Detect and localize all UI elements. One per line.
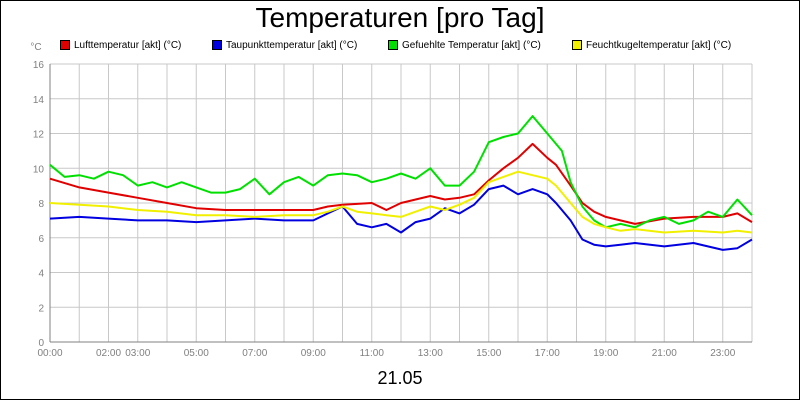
y-tick-label: 2 — [38, 303, 44, 314]
y-tick-label: 6 — [38, 234, 44, 245]
x-tick-label: 07:00 — [242, 348, 267, 359]
y-tick-label: 14 — [33, 95, 45, 106]
legend-item-feuchtkugeltemperatur: Feuchtkugeltemperatur [akt] (°C) — [572, 38, 731, 52]
y-axis-unit: °C — [30, 42, 41, 53]
legend-swatch-feuchtkugeltemperatur — [572, 40, 582, 50]
legend-label-lufttemperatur: Lufttemperatur [akt] (°C) — [74, 39, 182, 51]
axis-layer: 0 2 4 6 8 10 12 14 16 °C 00:00 02:00 03:00 05:00 07:00… — [30, 42, 752, 359]
x-tick-label: 15:00 — [476, 348, 501, 359]
legend-item-taupunkttemperatur: Taupunkttemperatur [akt] (°C) — [212, 38, 357, 52]
series-line-0 — [49, 142, 753, 225]
y-tick-label: 0 — [38, 338, 44, 349]
y-tick-label: 8 — [38, 199, 44, 210]
legend-item-gefuehlte-temperatur: Gefuehlte Temperatur [akt] (°C) — [388, 38, 541, 52]
x-tick-label: 11:00 — [360, 348, 385, 359]
y-tick-label: 4 — [38, 269, 44, 280]
x-axis-label: 21.05 — [377, 368, 423, 388]
series-line-2 — [49, 115, 753, 229]
y-tick-label: 12 — [33, 130, 45, 141]
legend-label-taupunkttemperatur: Taupunkttemperatur [akt] (°C) — [226, 39, 358, 51]
x-tick-label: 09:00 — [301, 348, 326, 359]
legend-swatch-gefuehlte-temperatur — [388, 40, 398, 50]
x-tick-label: 17:00 — [535, 348, 560, 359]
x-tick-label: 05:00 — [184, 348, 209, 359]
legend-swatch-taupunkttemperatur — [212, 40, 222, 50]
x-tick-label: 23:00 — [710, 348, 735, 359]
x-tick-label: 19:00 — [593, 348, 618, 359]
x-tick-label: 21:00 — [652, 348, 677, 359]
x-tick-label: 03:00 — [125, 348, 150, 359]
x-tick-label: 00:00 — [37, 348, 62, 359]
x-tick-label: 02:00 — [96, 348, 121, 359]
legend-item-lufttemperatur: Lufttemperatur [akt] (°C) — [60, 38, 181, 52]
y-tick-label: 16 — [33, 60, 45, 71]
series-line-3 — [49, 170, 753, 234]
series-line-1 — [49, 184, 753, 251]
x-tick-label: 13:00 — [418, 348, 443, 359]
legend-label-gefuehlte-temperatur: Gefuehlte Temperatur [akt] (°C) — [402, 39, 541, 51]
series-layer — [49, 115, 753, 251]
legend-label-feuchtkugeltemperatur: Feuchtkugeltemperatur [akt] (°C) — [586, 39, 732, 51]
y-tick-label: 10 — [33, 164, 45, 175]
chart-title: Temperaturen [pro Tag] — [255, 2, 545, 33]
legend-swatch-lufttemperatur — [60, 40, 70, 50]
